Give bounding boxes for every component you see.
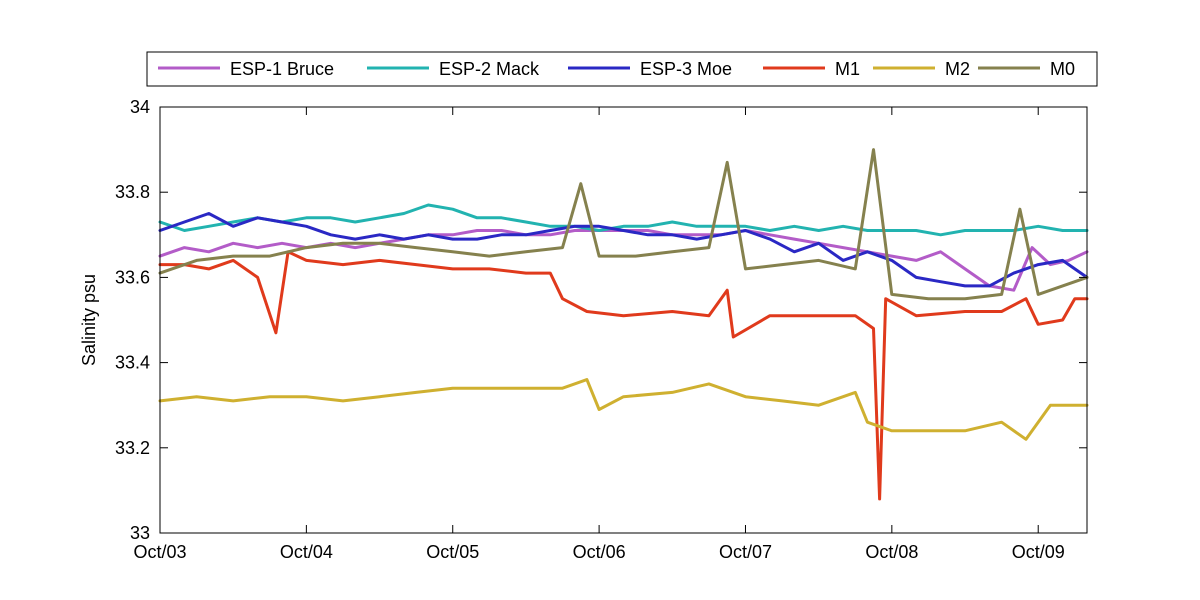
series-layer bbox=[158, 148, 1089, 501]
x-tick-label: Oct/05 bbox=[426, 542, 479, 562]
legend-label-1: ESP-2 Mack bbox=[439, 59, 540, 79]
y-tick-label: 33.4 bbox=[115, 353, 150, 373]
legend: ESP-1 Bruce ESP-2 Mack ESP-3 Moe M1 M2 M0 bbox=[146, 51, 1098, 87]
y-tick-label: 33.6 bbox=[115, 267, 150, 287]
y-axis-label: Salinity psu bbox=[79, 274, 99, 366]
series-line-4 bbox=[158, 378, 1089, 441]
x-tick-label: Oct/06 bbox=[573, 542, 626, 562]
series-line-1 bbox=[158, 203, 1089, 237]
x-tick-label: Oct/09 bbox=[1012, 542, 1065, 562]
y-tick-label: 33.2 bbox=[115, 438, 150, 458]
y-tick-label: 34 bbox=[130, 97, 150, 117]
x-tick-label: Oct/07 bbox=[719, 542, 772, 562]
y-tick-label: 33 bbox=[130, 523, 150, 543]
legend-label-3: M1 bbox=[835, 59, 860, 79]
series-line-2 bbox=[158, 212, 1089, 288]
legend-label-5: M0 bbox=[1050, 59, 1075, 79]
series-line-3 bbox=[158, 250, 1089, 501]
series-line-5 bbox=[158, 148, 1089, 301]
plot-area bbox=[160, 107, 1087, 533]
x-tick-label: Oct/04 bbox=[280, 542, 333, 562]
x-tick-label: Oct/03 bbox=[133, 542, 186, 562]
legend-label-4: M2 bbox=[945, 59, 970, 79]
plot-frame bbox=[159, 106, 1088, 534]
legend-label-0: ESP-1 Bruce bbox=[230, 59, 334, 79]
legend-label-2: ESP-3 Moe bbox=[640, 59, 732, 79]
x-tick-label: Oct/08 bbox=[865, 542, 918, 562]
axes-layer: 33 33.2 33.4 33.6 33.8 34 Oct/03 Oct/04 Oct/05 Oc… bbox=[115, 97, 1087, 562]
y-tick-label: 33.8 bbox=[115, 182, 150, 202]
